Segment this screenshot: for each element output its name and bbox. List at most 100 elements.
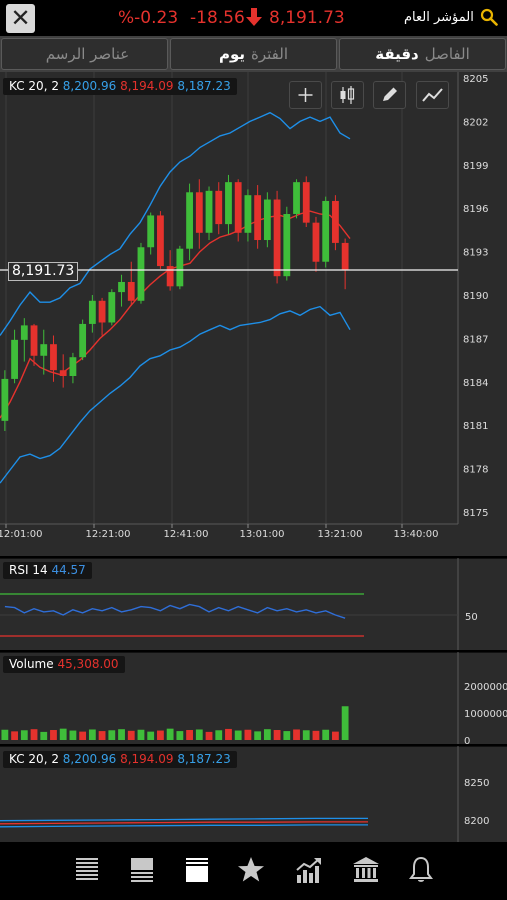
volume-bar	[11, 731, 18, 740]
volume-bar	[312, 730, 320, 740]
series-kc-upper	[0, 111, 351, 336]
x-tick-label: 13:21:00	[318, 529, 363, 540]
volume-indicator-legend[interactable]: Volume 45,308.00	[3, 656, 125, 673]
tab-bar: عناصر الرسم يوم الفترة دقيقة الفاصل	[0, 36, 507, 72]
chart-view-icon[interactable]	[182, 855, 212, 885]
crosshair-tool-button[interactable]	[289, 81, 322, 109]
y-tick-label: 8202	[463, 117, 488, 128]
candle-body	[302, 182, 310, 223]
volume-bar	[1, 729, 9, 740]
candle-body	[312, 222, 320, 262]
volume-bar	[225, 728, 232, 740]
volume-bar	[50, 730, 57, 740]
tab-period-label: الفترة	[251, 45, 289, 63]
volume-bar	[98, 731, 106, 740]
rsi-chart[interactable]: 50	[0, 558, 507, 650]
candle-body	[186, 192, 193, 249]
candle-body	[147, 215, 155, 248]
tab-drawing-tools[interactable]: عناصر الرسم	[1, 38, 168, 70]
candle-body	[195, 192, 203, 233]
volume-bar	[157, 730, 164, 740]
y-tick-label: 8181	[463, 421, 488, 432]
y-tick-label: 8196	[463, 204, 488, 215]
close-button[interactable]: ✕	[6, 4, 35, 33]
tab-drawing-tools-label: عناصر الرسم	[45, 45, 130, 63]
candle-body	[79, 323, 87, 358]
y-tick-label: 8250	[464, 778, 489, 789]
crosshair-icon	[298, 88, 313, 102]
series-kc-lower	[0, 824, 368, 828]
volume-bar	[108, 730, 116, 740]
volume-bar	[341, 706, 349, 740]
kc2-indicator-legend[interactable]: KC 20, 2 8,200.96 8,194.09 8,187.23	[3, 751, 237, 768]
top-bar: ✕ %-0.23 -18.56 8,191.73 المؤشر العام	[0, 0, 507, 36]
candle-body	[30, 325, 38, 356]
candle-body	[118, 281, 125, 293]
tab-period[interactable]: يوم الفترة	[170, 38, 337, 70]
volume-name: Volume	[9, 657, 54, 671]
candle-body	[166, 266, 174, 287]
line-chart-icon	[422, 88, 443, 102]
volume-bar	[40, 731, 48, 740]
volume-bar	[254, 731, 262, 740]
kc-indicator-legend[interactable]: KC 20, 2 8,200.96 8,194.09 8,187.23	[3, 78, 237, 95]
volume-bar	[283, 731, 291, 740]
volume-bar	[195, 729, 203, 740]
pencil-tool-button[interactable]	[373, 81, 406, 109]
volume-bar	[205, 731, 213, 740]
rsi-name: RSI	[9, 563, 29, 577]
candle-body	[20, 325, 28, 340]
y-tick-label: 8187	[463, 334, 488, 345]
y-tick-label: 2000000	[464, 682, 507, 693]
candle-body	[205, 190, 213, 233]
x-tick-label: 12:01:00	[0, 529, 42, 540]
kc-chart[interactable]: 8200 8250	[0, 746, 507, 842]
candle-body	[69, 357, 77, 377]
tab-interval[interactable]: دقيقة الفاصل	[339, 38, 506, 70]
candle-body	[254, 195, 262, 241]
bank-icon[interactable]	[351, 855, 381, 885]
search-icon[interactable]	[480, 8, 498, 26]
volume-bar	[176, 731, 184, 740]
trend-chart-icon[interactable]	[294, 855, 324, 885]
candle-body	[40, 344, 48, 356]
volume-bar	[273, 730, 281, 740]
candle-body	[137, 247, 145, 301]
y-tick-label: 8190	[463, 291, 488, 302]
rsi-line	[4, 603, 346, 619]
y-tick-label: 0	[464, 736, 470, 744]
kc-lower-value: 8,187.23	[177, 79, 231, 93]
kc-name: KC	[9, 79, 25, 93]
candlestick-icon	[340, 86, 355, 104]
volume-bar	[59, 728, 67, 740]
star-icon[interactable]	[236, 855, 266, 885]
candle-body	[322, 200, 330, 262]
last-price-marker: 8,191.73	[8, 262, 79, 281]
kc-middle-value: 8,194.09	[120, 79, 174, 93]
x-tick-label: 13:40:00	[394, 529, 439, 540]
volume-bar	[186, 730, 193, 740]
candle-body	[88, 300, 96, 324]
volume-bar	[30, 729, 38, 740]
x-tick-label: 12:41:00	[164, 529, 209, 540]
x-tick-label: 13:01:00	[240, 529, 285, 540]
y-tick-label: 1000000	[464, 709, 507, 720]
down-arrow-icon	[246, 8, 262, 26]
bell-icon[interactable]	[406, 855, 436, 885]
y-tick-label: 8178	[463, 465, 488, 476]
index-name[interactable]: المؤشر العام	[404, 10, 474, 25]
y-tick-label: 8175	[463, 508, 488, 519]
candlestick-chart[interactable]: 8175 8178 8181 8184 8187 8190 8193 8196 8199 8202…	[0, 72, 507, 556]
candle-body	[108, 292, 116, 323]
volume-chart[interactable]: 0 1000000 2000000	[0, 652, 507, 744]
x-tick-label: 12:21:00	[86, 529, 131, 540]
main-chart-pane[interactable]: 8175 8178 8181 8184 8187 8190 8193 8196 8199 8202…	[0, 72, 507, 556]
volume-bar	[234, 730, 242, 740]
volume-bar	[147, 731, 155, 740]
kc2-params: 20, 2	[28, 752, 59, 766]
rsi-indicator-legend[interactable]: RSI 14 44.57	[3, 562, 92, 579]
market-list-icon[interactable]	[72, 855, 102, 885]
news-icon[interactable]	[127, 855, 157, 885]
line-chart-tool-button[interactable]	[416, 81, 449, 109]
candlestick-tool-button[interactable]	[331, 81, 364, 109]
